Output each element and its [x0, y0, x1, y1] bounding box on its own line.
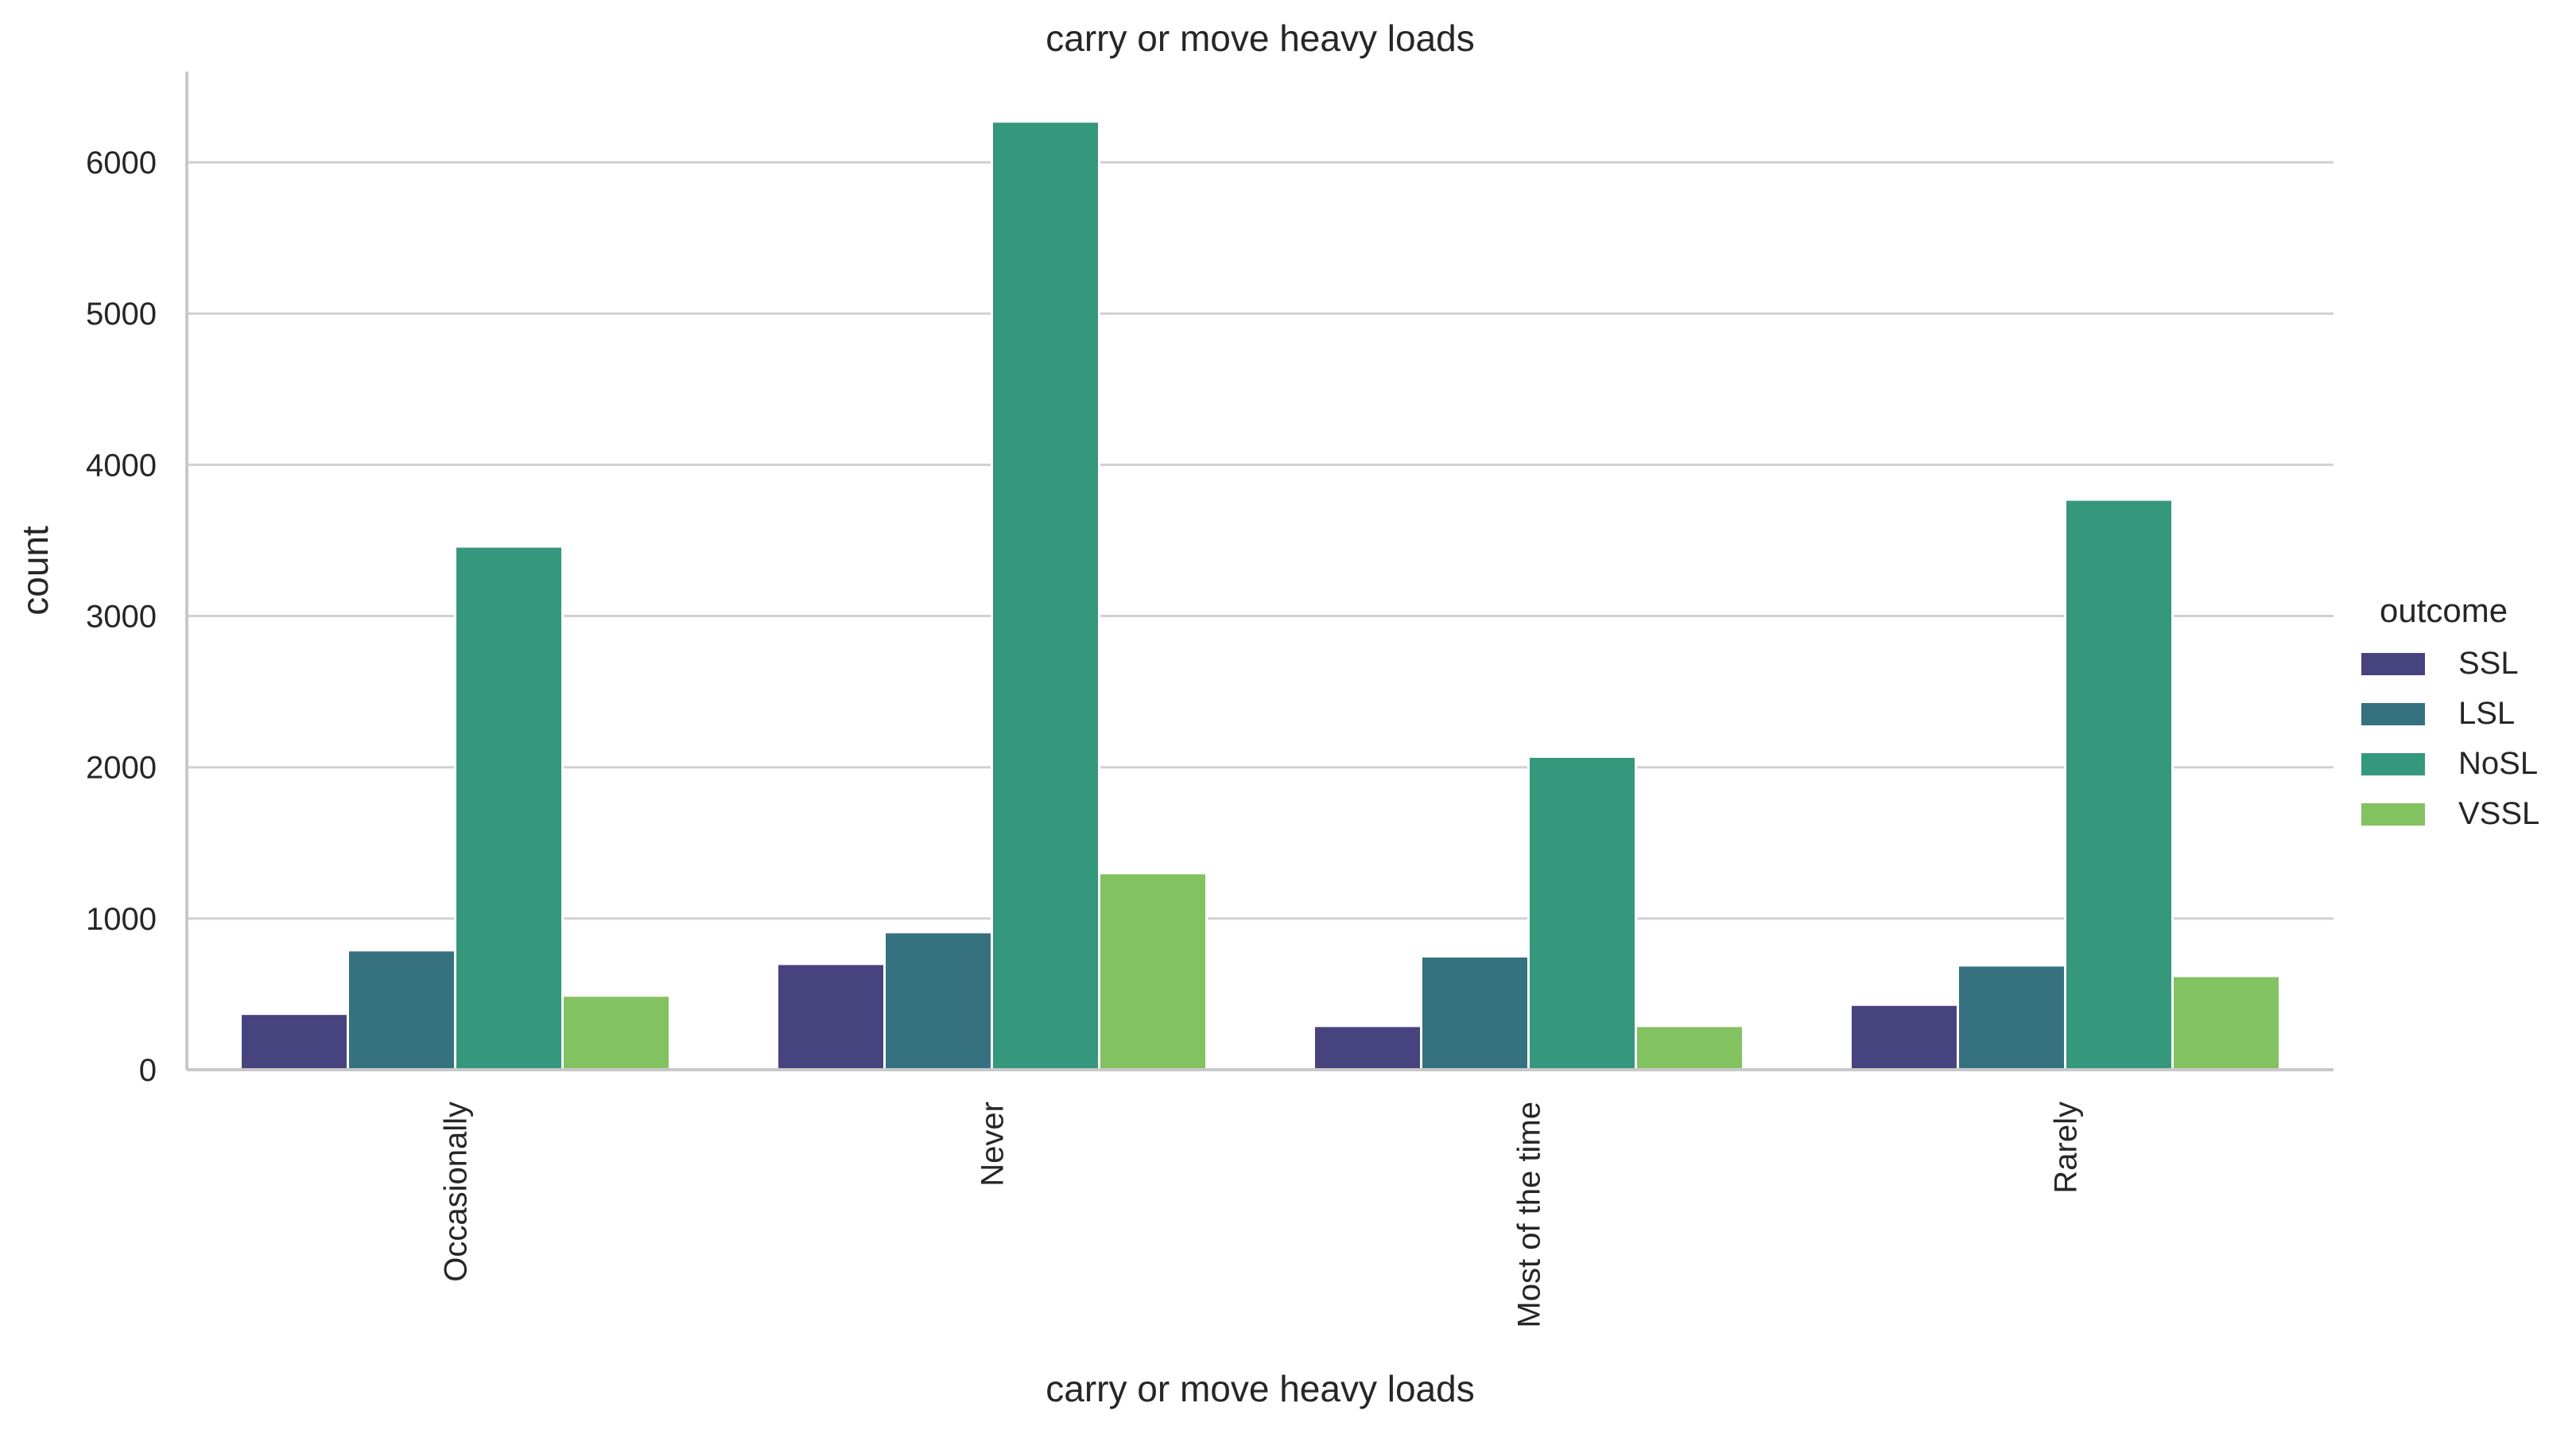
bars	[239, 120, 2281, 1071]
bar-ssl-0	[239, 1012, 349, 1071]
y-tick-label: 6000	[86, 146, 157, 181]
y-axis-label: count	[14, 526, 56, 616]
legend-swatch-nosl	[2361, 753, 2425, 775]
x-tick-label: Occasionally	[439, 1102, 474, 1282]
bar-lsl-0	[347, 949, 456, 1071]
legend-label: SSL	[2458, 646, 2519, 681]
bar-lsl-1	[883, 931, 993, 1071]
axes	[185, 72, 2334, 1071]
legend-label: LSL	[2458, 696, 2515, 731]
bar-nosl-0	[454, 545, 564, 1071]
chart-title: carry or move heavy loads	[1046, 17, 1474, 59]
bar-vssl-1	[1098, 872, 1208, 1071]
legend-swatch-lsl	[2361, 703, 2425, 725]
bar-nosl-3	[2064, 498, 2174, 1071]
y-tick-label: 5000	[86, 297, 157, 332]
x-tick-label: Never	[976, 1102, 1011, 1187]
legend-title: outcome	[2380, 592, 2508, 629]
legend-label: NoSL	[2458, 746, 2538, 781]
x-tick-labels: Occasionally Never Most of the time Rarely	[439, 1102, 2084, 1328]
y-tick-labels: 0 1000 2000 3000 4000 5000 6000	[86, 146, 157, 1088]
legend-swatch-vssl	[2361, 803, 2425, 826]
bar-vssl-2	[1635, 1024, 1744, 1071]
y-tick-label: 4000	[86, 448, 157, 483]
bar-vssl-3	[2171, 974, 2281, 1071]
bar-vssl-0	[561, 994, 671, 1071]
legend-label: VSSL	[2458, 796, 2539, 831]
y-tick-label: 2000	[86, 751, 157, 786]
x-axis-label: carry or move heavy loads	[1046, 1368, 1474, 1409]
x-tick-label: Rarely	[2049, 1102, 2084, 1194]
bar-nosl-1	[991, 120, 1100, 1071]
y-tick-label: 1000	[86, 902, 157, 937]
x-tick-label: Most of the time	[1512, 1102, 1547, 1328]
bar-ssl-3	[1849, 1003, 1959, 1071]
bar-lsl-2	[1420, 954, 1530, 1071]
bar-nosl-2	[1527, 755, 1637, 1071]
bar-ssl-1	[776, 962, 886, 1071]
bar-ssl-2	[1313, 1024, 1422, 1071]
legend: outcome SSL LSL NoSL VSSL	[2361, 592, 2539, 831]
legend-swatch-ssl	[2361, 653, 2425, 675]
bar-lsl-3	[1957, 964, 2066, 1071]
y-tick-label: 0	[139, 1053, 157, 1088]
y-tick-label: 3000	[86, 600, 157, 635]
